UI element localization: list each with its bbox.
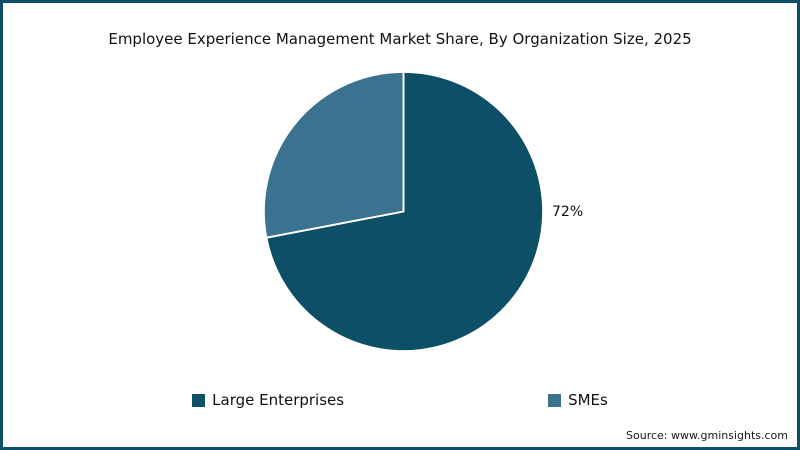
chart-title: Employee Experience Management Market Sh…: [108, 30, 692, 48]
legend-swatch: [548, 393, 562, 407]
legend-swatch: [192, 393, 206, 407]
legend: Large Enterprises SMEs: [3, 391, 797, 409]
pie-chart: [262, 70, 544, 353]
source-attribution: Source: www.gminsights.com: [626, 429, 788, 442]
legend-label: SMEs: [568, 391, 608, 409]
pie-data-label: 72%: [552, 204, 584, 220]
legend-item-smes: SMEs: [548, 391, 608, 409]
legend-item-large-enterprises: Large Enterprises: [192, 391, 344, 409]
pie-chart-area: [262, 70, 545, 353]
legend-label: Large Enterprises: [212, 391, 345, 409]
